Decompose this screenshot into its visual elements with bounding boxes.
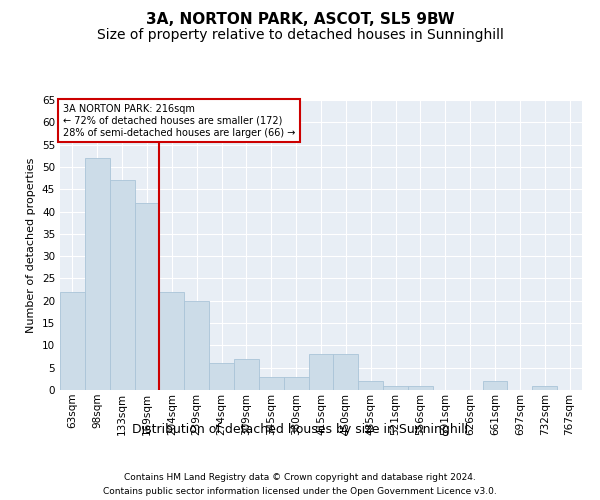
Bar [184,301,209,390]
Bar [60,292,85,390]
Bar [308,354,334,390]
Bar [334,354,358,390]
Bar [532,386,557,390]
Bar [209,363,234,390]
Bar [234,359,259,390]
Bar [259,376,284,390]
Text: 3A, NORTON PARK, ASCOT, SL5 9BW: 3A, NORTON PARK, ASCOT, SL5 9BW [146,12,454,28]
Bar [284,376,308,390]
Bar [358,381,383,390]
Text: Contains HM Land Registry data © Crown copyright and database right 2024.: Contains HM Land Registry data © Crown c… [124,472,476,482]
Bar [383,386,408,390]
Bar [134,202,160,390]
Y-axis label: Number of detached properties: Number of detached properties [26,158,37,332]
Bar [482,381,508,390]
Text: Size of property relative to detached houses in Sunninghill: Size of property relative to detached ho… [97,28,503,42]
Bar [160,292,184,390]
Text: 3A NORTON PARK: 216sqm
← 72% of detached houses are smaller (172)
28% of semi-de: 3A NORTON PARK: 216sqm ← 72% of detached… [62,104,295,138]
Bar [85,158,110,390]
Bar [408,386,433,390]
Text: Distribution of detached houses by size in Sunninghill: Distribution of detached houses by size … [132,422,468,436]
Text: Contains public sector information licensed under the Open Government Licence v3: Contains public sector information licen… [103,488,497,496]
Bar [110,180,134,390]
